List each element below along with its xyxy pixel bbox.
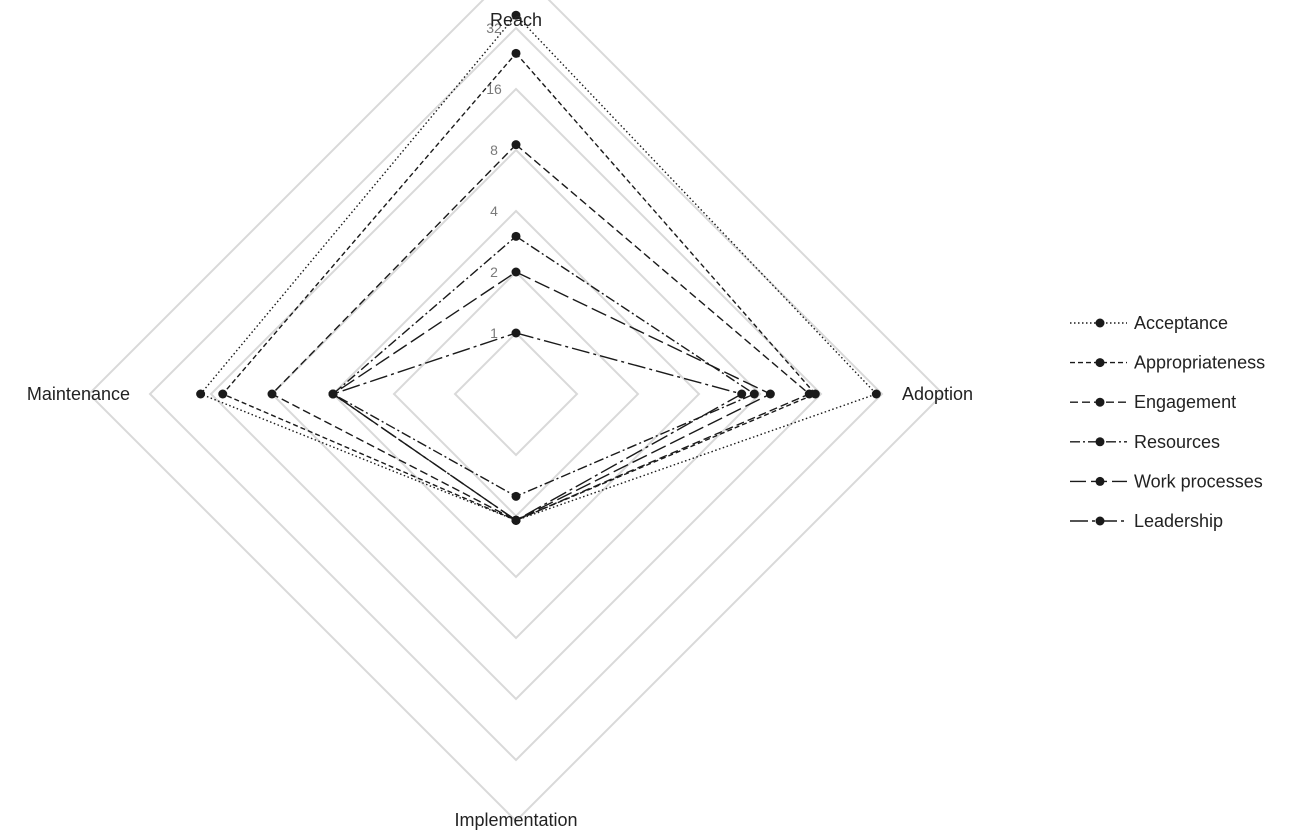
data-point [196, 389, 206, 399]
grid [87, 0, 945, 823]
data-point [511, 267, 521, 277]
legend-swatch-marker [1095, 358, 1105, 368]
tick-label: 1 [490, 325, 498, 341]
grid-ring [148, 26, 884, 762]
axis-label: Adoption [902, 384, 973, 404]
data-point [511, 140, 521, 150]
legend-swatch-marker [1095, 516, 1105, 526]
legend-swatch-marker [1095, 437, 1105, 447]
series-layer [196, 10, 881, 525]
data-point [511, 10, 521, 20]
series-line [199, 14, 878, 522]
data-point [749, 389, 759, 399]
tick-label: 2 [490, 264, 498, 280]
legend-swatch-marker [1095, 397, 1105, 407]
series-line [331, 271, 772, 522]
grid-ring [209, 87, 823, 701]
data-point [871, 389, 881, 399]
legend-swatch-marker [1095, 476, 1105, 486]
legend-label: Leadership [1134, 511, 1223, 531]
legend-swatch-marker [1095, 318, 1105, 328]
data-point [328, 389, 338, 399]
axis-label: Implementation [454, 810, 577, 830]
series-line [331, 332, 744, 522]
grid-ring [87, 0, 945, 823]
grid-ring [453, 331, 579, 457]
data-point [765, 389, 775, 399]
legend-label: Resources [1134, 432, 1220, 452]
data-point [511, 328, 521, 338]
axis-label: Maintenance [27, 384, 130, 404]
legend-label: Acceptance [1134, 313, 1228, 333]
legend-label: Work processes [1134, 471, 1263, 491]
data-point [511, 231, 521, 241]
data-point [267, 389, 277, 399]
legend-label: Engagement [1134, 392, 1236, 412]
tick-label: 32 [486, 20, 502, 36]
legend: Acceptance Appropriateness Engagement Resou… [1070, 313, 1265, 531]
data-point [511, 515, 521, 525]
grid-ring [331, 209, 701, 579]
grid-ring [270, 148, 762, 640]
grid-ring [392, 270, 640, 518]
data-point [218, 389, 228, 399]
tick-label: 8 [490, 142, 498, 158]
tick-label: 4 [490, 203, 498, 219]
series-line [221, 52, 817, 522]
series-line [270, 143, 811, 522]
data-point [511, 491, 521, 501]
label-layer: 1248163264ReachAdoptionImplementationMai… [27, 10, 973, 830]
axis-label: Reach [490, 10, 542, 30]
data-point [737, 389, 747, 399]
legend-label: Appropriateness [1134, 353, 1265, 373]
tick-label: 16 [486, 81, 502, 97]
data-point [804, 389, 814, 399]
data-point [511, 48, 521, 58]
